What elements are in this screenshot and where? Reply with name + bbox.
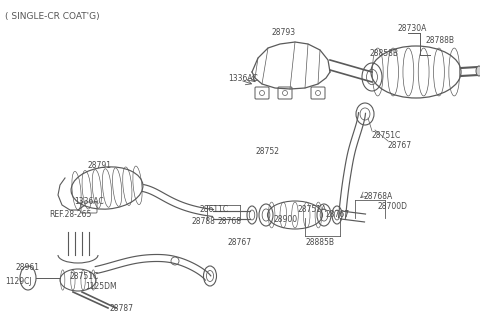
Text: 28611C: 28611C: [200, 205, 229, 214]
Text: 28768: 28768: [218, 217, 242, 226]
Text: 28767: 28767: [325, 210, 349, 219]
Ellipse shape: [476, 66, 480, 76]
Text: 28793: 28793: [271, 28, 295, 37]
Text: 28767: 28767: [228, 238, 252, 247]
Text: 1129CJ: 1129CJ: [5, 277, 32, 286]
Text: 28961: 28961: [16, 263, 40, 272]
Text: 28768A: 28768A: [363, 192, 392, 201]
Text: 28752: 28752: [255, 147, 279, 156]
Text: 28730A: 28730A: [397, 24, 426, 33]
Text: 28751A: 28751A: [297, 205, 326, 214]
Text: 28858B: 28858B: [369, 49, 398, 58]
Text: 28791: 28791: [87, 161, 111, 170]
Text: 28751C: 28751C: [70, 272, 99, 281]
Text: REF.28-265: REF.28-265: [49, 210, 91, 219]
Text: 28900: 28900: [274, 215, 298, 224]
Text: 28885B: 28885B: [305, 238, 334, 247]
Text: 1336AC: 1336AC: [228, 74, 258, 83]
Text: 28787: 28787: [110, 304, 134, 313]
Text: 28700D: 28700D: [377, 202, 407, 211]
Text: 1336AC: 1336AC: [74, 197, 104, 206]
Text: ( SINGLE-CR COAT'G): ( SINGLE-CR COAT'G): [5, 12, 100, 21]
Text: 28767: 28767: [387, 141, 411, 150]
Text: 28751C: 28751C: [372, 131, 401, 140]
Text: 28788: 28788: [192, 217, 216, 226]
Text: 1125DM: 1125DM: [85, 282, 117, 291]
Text: 28788B: 28788B: [426, 36, 455, 45]
